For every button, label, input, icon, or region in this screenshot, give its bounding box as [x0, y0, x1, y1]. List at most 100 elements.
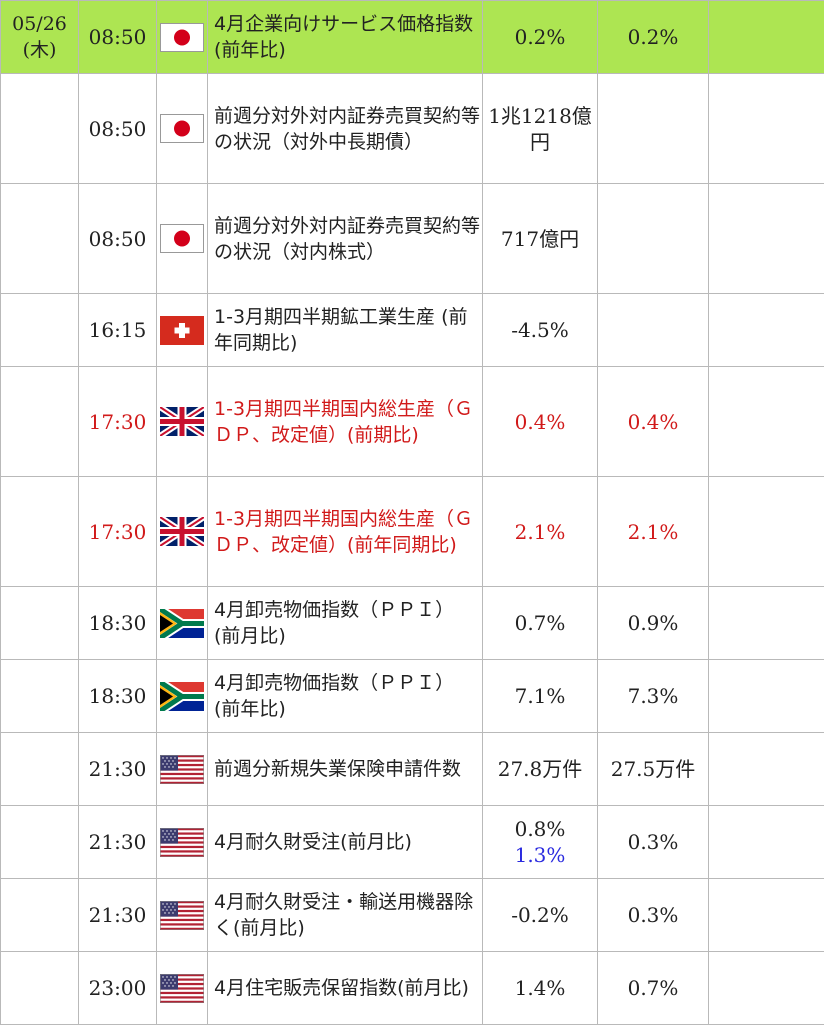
time-cell: 21:30: [79, 806, 157, 879]
previous-value-text: 0.4%: [483, 409, 597, 435]
result-value: [709, 879, 824, 952]
date-cell: [1, 806, 79, 879]
country-cell: [157, 1, 208, 74]
time-cell: 18:30: [79, 660, 157, 733]
switzerland-flag-icon: [160, 316, 204, 345]
date-cell: [1, 952, 79, 1025]
country-cell: [157, 74, 208, 184]
forecast-value: 0.4%: [598, 367, 709, 477]
forecast-value: [598, 74, 709, 184]
previous-value: 1.4%: [483, 952, 598, 1025]
table-row: 17:30 1-3月期四半期国内総生産（ＧＤＰ、改定値）(前年同期比)2.1%2…: [1, 477, 824, 587]
time-cell: 21:30: [79, 733, 157, 806]
table-row: 18:30 4月卸売物価指数（ＰＰＩ）(前月比)0.7%0.9%: [1, 587, 824, 660]
japan-flag-icon: [160, 224, 204, 253]
forecast-value: [598, 184, 709, 294]
previous-value: 2.1%: [483, 477, 598, 587]
previous-value-text: 0.7%: [483, 610, 597, 636]
country-cell: [157, 184, 208, 294]
indicator-name: 1-3月期四半期国内総生産（ＧＤＰ、改定値）(前年同期比): [208, 477, 483, 587]
country-cell: [157, 477, 208, 587]
time-cell: 08:50: [79, 74, 157, 184]
forecast-value: 27.5万件: [598, 733, 709, 806]
result-value: [709, 952, 824, 1025]
table-row: 21:30 4月耐久財受注(前月比)0.8%1.3%0.3%: [1, 806, 824, 879]
previous-value-text: 1.4%: [483, 975, 597, 1001]
previous-value-text: 0.2%: [483, 24, 597, 50]
time-cell: 17:30: [79, 477, 157, 587]
result-value: [709, 367, 824, 477]
result-value: [709, 587, 824, 660]
table-row: 08:50 前週分対外対内証券売買契約等の状況（対内株式）717億円: [1, 184, 824, 294]
date-cell: [1, 74, 79, 184]
result-value: [709, 1, 824, 74]
previous-value: 0.4%: [483, 367, 598, 477]
uk-flag-icon: [160, 407, 204, 436]
country-cell: [157, 806, 208, 879]
usa-flag-icon: [160, 974, 204, 1003]
previous-value-text: 717億円: [483, 226, 597, 252]
time-cell: 08:50: [79, 1, 157, 74]
usa-flag-icon: [160, 901, 204, 930]
date-value: 05/26: [1, 11, 78, 37]
result-value: [709, 294, 824, 367]
time-cell: 08:50: [79, 184, 157, 294]
time-cell: 16:15: [79, 294, 157, 367]
previous-value: -0.2%: [483, 879, 598, 952]
date-cell: 05/26(木): [1, 1, 79, 74]
previous-value: 1兆1218億円: [483, 74, 598, 184]
date-cell: [1, 367, 79, 477]
forecast-value: 0.9%: [598, 587, 709, 660]
table-row: 16:15 1-3月期四半期鉱工業生産 (前年同期比)-4.5%: [1, 294, 824, 367]
date-cell: [1, 660, 79, 733]
previous-value-text: 1兆1218億円: [483, 103, 597, 155]
forecast-value: 0.3%: [598, 806, 709, 879]
forecast-value: 0.3%: [598, 879, 709, 952]
forecast-value: 2.1%: [598, 477, 709, 587]
date-cell: [1, 587, 79, 660]
previous-value-text: -4.5%: [483, 317, 597, 343]
date-cell: [1, 294, 79, 367]
time-cell: 18:30: [79, 587, 157, 660]
previous-value: 27.8万件: [483, 733, 598, 806]
country-cell: [157, 733, 208, 806]
weekday-value: (木): [1, 37, 78, 63]
south-africa-flag-icon: [160, 609, 204, 638]
country-cell: [157, 294, 208, 367]
indicator-name: 1-3月期四半期鉱工業生産 (前年同期比): [208, 294, 483, 367]
date-cell: [1, 733, 79, 806]
indicator-name: 前週分新規失業保険申請件数: [208, 733, 483, 806]
previous-value-text: 7.1%: [483, 683, 597, 709]
date-cell: [1, 477, 79, 587]
time-cell: 23:00: [79, 952, 157, 1025]
date-cell: [1, 184, 79, 294]
table-row: 23:00 4月住宅販売保留指数(前月比)1.4%0.7%: [1, 952, 824, 1025]
country-cell: [157, 952, 208, 1025]
uk-flag-icon: [160, 517, 204, 546]
usa-flag-icon: [160, 755, 204, 784]
japan-flag-icon: [160, 23, 204, 52]
forecast-value: 0.2%: [598, 1, 709, 74]
country-cell: [157, 879, 208, 952]
previous-value-text: 27.8万件: [483, 756, 597, 782]
south-africa-flag-icon: [160, 682, 204, 711]
date-cell: [1, 879, 79, 952]
forecast-value: 0.7%: [598, 952, 709, 1025]
table-row: 17:30 1-3月期四半期国内総生産（ＧＤＰ、改定値）(前期比)0.4%0.4…: [1, 367, 824, 477]
indicator-name: 4月卸売物価指数（ＰＰＩ）(前年比): [208, 660, 483, 733]
usa-flag-icon: [160, 828, 204, 857]
result-value: [709, 660, 824, 733]
indicator-name: 前週分対外対内証券売買契約等の状況（対内株式）: [208, 184, 483, 294]
country-cell: [157, 660, 208, 733]
previous-value: 717億円: [483, 184, 598, 294]
previous-value: -4.5%: [483, 294, 598, 367]
previous-value-text: 0.8%: [483, 816, 597, 842]
table-row: 08:50 前週分対外対内証券売買契約等の状況（対外中長期債）1兆1218億円: [1, 74, 824, 184]
indicator-name: 4月耐久財受注・輸送用機器除く(前月比): [208, 879, 483, 952]
result-value: [709, 806, 824, 879]
indicator-name: 4月卸売物価指数（ＰＰＩ）(前月比): [208, 587, 483, 660]
previous-value: 0.2%: [483, 1, 598, 74]
indicator-name: 4月住宅販売保留指数(前月比): [208, 952, 483, 1025]
previous-value: 0.8%1.3%: [483, 806, 598, 879]
